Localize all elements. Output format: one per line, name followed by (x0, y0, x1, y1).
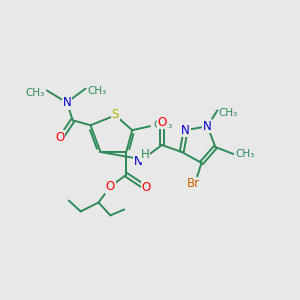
Text: CH₃: CH₃ (153, 120, 172, 130)
Text: CH₃: CH₃ (218, 108, 238, 118)
Text: N: N (203, 120, 212, 133)
Text: H: H (141, 148, 149, 161)
Text: O: O (157, 116, 167, 129)
Text: O: O (141, 181, 151, 194)
Text: Br: Br (187, 177, 200, 190)
Text: CH₃: CH₃ (235, 149, 254, 159)
Text: O: O (55, 130, 64, 144)
Text: S: S (112, 108, 119, 121)
Text: N: N (181, 124, 190, 137)
Text: CH₃: CH₃ (88, 85, 107, 96)
Text: N: N (134, 155, 142, 168)
Text: N: N (62, 96, 71, 109)
Text: CH₃: CH₃ (26, 88, 45, 98)
Text: O: O (106, 180, 115, 193)
